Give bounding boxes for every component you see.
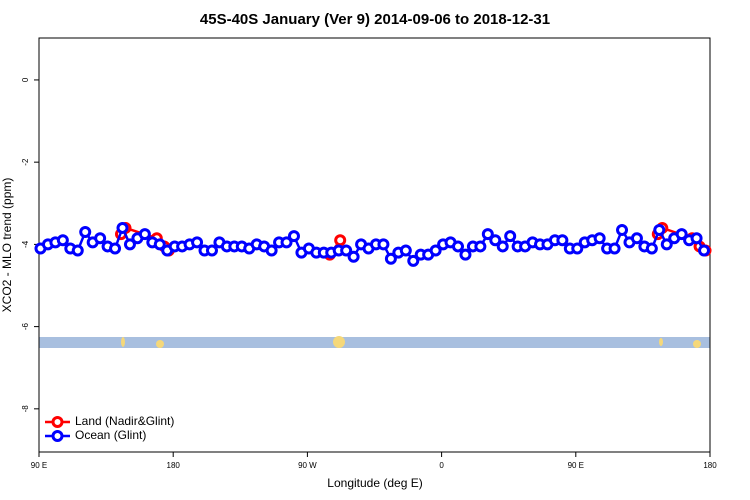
x-tick-label: 180 (167, 461, 181, 470)
x-tick-label: 180 (703, 461, 717, 470)
point (675, 228, 688, 241)
point (109, 242, 122, 255)
point (608, 242, 621, 255)
y-axis-label: XCO2 - MLO trend (ppm) (0, 178, 14, 313)
point (616, 223, 629, 236)
y-tick-label: 0 (21, 77, 30, 82)
point (153, 238, 166, 251)
point (340, 244, 353, 257)
point (459, 248, 472, 261)
surface-strip (39, 336, 710, 348)
land-patch (333, 336, 345, 348)
point (593, 232, 606, 245)
x-tick-label: 90 E (568, 461, 584, 470)
chart-title: 45S-40S January (Ver 9) 2014-09-06 to 20… (200, 11, 550, 28)
legend-label: Ocean (Glint) (75, 428, 146, 442)
point (280, 236, 293, 249)
land-patch (121, 337, 125, 347)
point (496, 240, 509, 253)
legend-marker (51, 416, 64, 428)
point (690, 232, 703, 245)
point (138, 228, 151, 241)
point (630, 232, 643, 245)
point (653, 223, 666, 236)
point (384, 252, 397, 265)
point (79, 226, 92, 239)
point (452, 240, 465, 253)
point (645, 242, 658, 255)
land-patch (156, 340, 164, 348)
point (347, 250, 360, 263)
point (116, 221, 129, 234)
y-tick-label: -4 (21, 240, 30, 248)
point (474, 240, 487, 253)
point (481, 228, 494, 241)
point (191, 236, 204, 249)
point (265, 244, 278, 257)
land-patch (693, 340, 701, 348)
point (287, 230, 300, 243)
ocean-strip (39, 337, 710, 348)
point (334, 234, 347, 247)
point (56, 234, 69, 247)
point (698, 244, 711, 257)
point (660, 238, 673, 251)
y-tick-label: -6 (21, 323, 30, 331)
y-tick-label: -8 (21, 405, 30, 413)
point (504, 230, 517, 243)
point (94, 232, 107, 245)
y-tick-label: -2 (21, 158, 30, 166)
point (377, 238, 390, 251)
point (556, 234, 569, 247)
x-tick-label: 0 (439, 461, 444, 470)
point (399, 244, 412, 257)
point (123, 238, 136, 251)
land-patch (659, 338, 663, 346)
point (205, 244, 218, 257)
x-axis-label: Longitude (deg E) (327, 476, 422, 490)
point (429, 244, 442, 257)
x-tick-label: 90 W (298, 461, 317, 470)
point (489, 234, 502, 247)
x-tick-label: 90 E (31, 461, 47, 470)
point (71, 244, 84, 257)
legend-label: Land (Nadir&Glint) (75, 414, 174, 428)
point (571, 242, 584, 255)
legend-marker (51, 430, 64, 442)
point (407, 254, 420, 267)
